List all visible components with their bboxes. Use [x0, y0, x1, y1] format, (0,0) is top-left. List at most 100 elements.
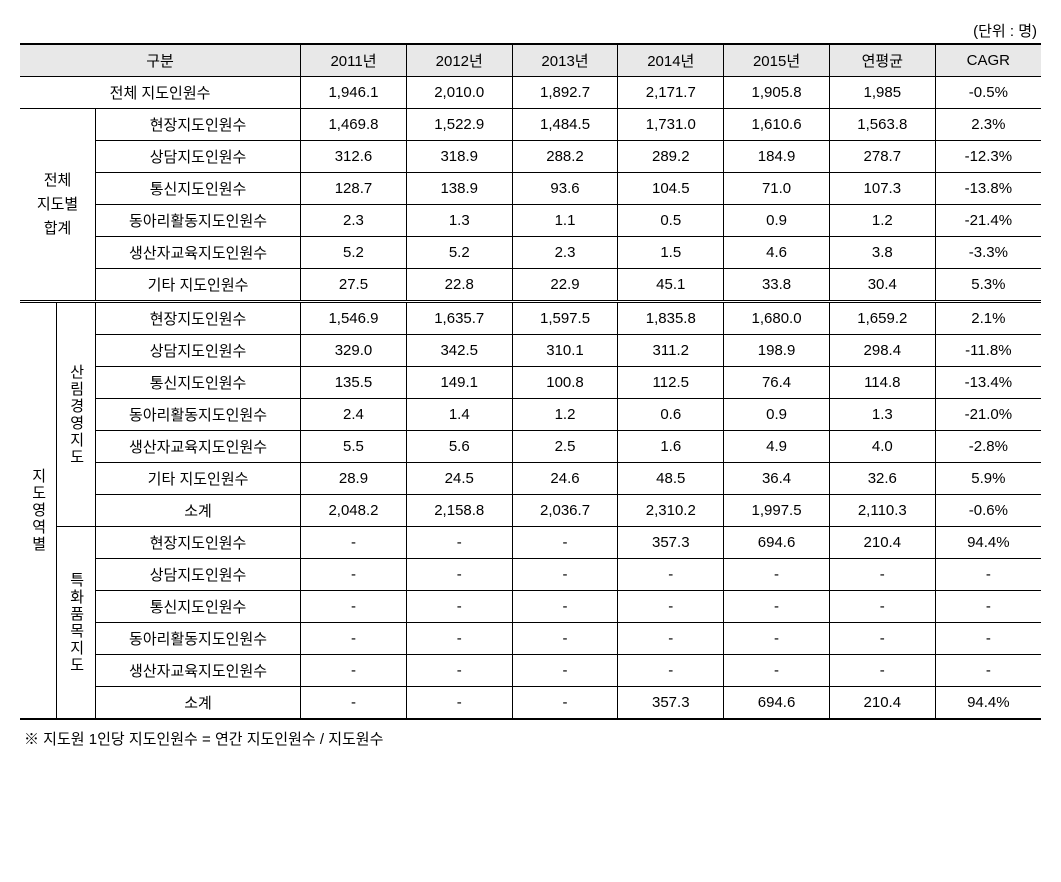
- table-cell: 310.1: [512, 335, 618, 367]
- table-row: 생산자교육지도인원수-------: [20, 655, 1041, 687]
- table-cell: 210.4: [829, 687, 935, 720]
- group-a-label: 전체지도별합계: [20, 109, 96, 302]
- table-cell: 2,010.0: [406, 77, 512, 109]
- table-cell: -: [829, 591, 935, 623]
- table-cell: 2.5: [512, 431, 618, 463]
- row-label: 기타 지도인원수: [96, 463, 301, 495]
- table-cell: -: [512, 687, 618, 720]
- table-cell: 1.5: [618, 237, 724, 269]
- table-row: 특화품목지도 현장지도인원수 ---357.3694.6210.494.4%: [20, 527, 1041, 559]
- table-cell: 1,597.5: [512, 302, 618, 335]
- table-cell: 138.9: [406, 173, 512, 205]
- table-cell: -: [512, 591, 618, 623]
- row-label: 소계: [96, 687, 301, 720]
- header-2011: 2011년: [301, 44, 407, 77]
- table-cell: 329.0: [301, 335, 407, 367]
- table-cell: 93.6: [512, 173, 618, 205]
- table-cell: -21.4%: [935, 205, 1041, 237]
- table-cell: 1,484.5: [512, 109, 618, 141]
- table-cell: -: [935, 559, 1041, 591]
- table-cell: -: [618, 559, 724, 591]
- table-cell: 2,310.2: [618, 495, 724, 527]
- table-cell: -: [301, 687, 407, 720]
- table-cell: 149.1: [406, 367, 512, 399]
- table-cell: 5.9%: [935, 463, 1041, 495]
- table-cell: 45.1: [618, 269, 724, 302]
- table-cell: -: [724, 623, 830, 655]
- table-cell: 2,158.8: [406, 495, 512, 527]
- total-label: 전체 지도인원수: [20, 77, 301, 109]
- data-table: 구분 2011년 2012년 2013년 2014년 2015년 연평균 CAG…: [20, 43, 1041, 720]
- table-cell: 0.6: [618, 399, 724, 431]
- table-cell: 135.5: [301, 367, 407, 399]
- total-row: 전체 지도인원수 1,946.1 2,010.0 1,892.7 2,171.7…: [20, 77, 1041, 109]
- row-label: 동아리활동지도인원수: [96, 399, 301, 431]
- table-cell: 107.3: [829, 173, 935, 205]
- table-row: 생산자교육지도인원수5.25.22.31.54.63.8-3.3%: [20, 237, 1041, 269]
- table-cell: 32.6: [829, 463, 935, 495]
- row-label: 통신지도인원수: [96, 173, 301, 205]
- group-b-sub1-label: 산림경영지도: [57, 302, 96, 527]
- table-cell: 1,563.8: [829, 109, 935, 141]
- table-cell: 1.2: [829, 205, 935, 237]
- table-row: 통신지도인원수-------: [20, 591, 1041, 623]
- header-category: 구분: [20, 44, 301, 77]
- table-cell: 1.3: [829, 399, 935, 431]
- table-cell: 36.4: [724, 463, 830, 495]
- table-row: 상담지도인원수-------: [20, 559, 1041, 591]
- table-cell: -: [829, 559, 935, 591]
- row-label: 동아리활동지도인원수: [96, 623, 301, 655]
- table-cell: -3.3%: [935, 237, 1041, 269]
- table-cell: 1,905.8: [724, 77, 830, 109]
- table-cell: -0.5%: [935, 77, 1041, 109]
- table-cell: 694.6: [724, 687, 830, 720]
- table-cell: 1,997.5: [724, 495, 830, 527]
- table-cell: 0.9: [724, 399, 830, 431]
- table-cell: 2,110.3: [829, 495, 935, 527]
- header-2015: 2015년: [724, 44, 830, 77]
- header-2014: 2014년: [618, 44, 724, 77]
- table-cell: 104.5: [618, 173, 724, 205]
- table-cell: -: [724, 559, 830, 591]
- table-cell: -: [406, 655, 512, 687]
- table-cell: -11.8%: [935, 335, 1041, 367]
- table-row: 기타 지도인원수27.522.822.945.133.830.45.3%: [20, 269, 1041, 302]
- table-cell: 1.2: [512, 399, 618, 431]
- header-2012: 2012년: [406, 44, 512, 77]
- table-cell: -: [406, 687, 512, 720]
- table-cell: -: [406, 559, 512, 591]
- table-cell: 4.6: [724, 237, 830, 269]
- table-cell: 2.4: [301, 399, 407, 431]
- table-cell: 357.3: [618, 527, 724, 559]
- table-cell: -: [512, 655, 618, 687]
- table-cell: 278.7: [829, 141, 935, 173]
- table-cell: 24.6: [512, 463, 618, 495]
- table-cell: 1.1: [512, 205, 618, 237]
- table-cell: 0.5: [618, 205, 724, 237]
- table-cell: 0.9: [724, 205, 830, 237]
- table-cell: -: [406, 623, 512, 655]
- table-cell: 312.6: [301, 141, 407, 173]
- table-cell: -21.0%: [935, 399, 1041, 431]
- table-cell: -: [618, 591, 724, 623]
- table-cell: 5.2: [301, 237, 407, 269]
- table-cell: 30.4: [829, 269, 935, 302]
- table-cell: 94.4%: [935, 527, 1041, 559]
- table-cell: -: [301, 655, 407, 687]
- table-cell: 311.2: [618, 335, 724, 367]
- table-cell: 288.2: [512, 141, 618, 173]
- table-cell: 1,469.8: [301, 109, 407, 141]
- table-row: 동아리활동지도인원수2.41.41.20.60.91.3-21.0%: [20, 399, 1041, 431]
- row-label: 상담지도인원수: [96, 335, 301, 367]
- table-cell: 5.5: [301, 431, 407, 463]
- table-cell: -: [512, 527, 618, 559]
- table-cell: -13.4%: [935, 367, 1041, 399]
- table-cell: -: [406, 591, 512, 623]
- row-label: 생산자교육지도인원수: [96, 655, 301, 687]
- table-row: 소계2,048.22,158.82,036.72,310.21,997.52,1…: [20, 495, 1041, 527]
- row-label: 생산자교육지도인원수: [96, 431, 301, 463]
- row-label: 현장지도인원수: [96, 302, 301, 335]
- table-cell: -2.8%: [935, 431, 1041, 463]
- table-cell: 1,835.8: [618, 302, 724, 335]
- table-row: 동아리활동지도인원수2.31.31.10.50.91.2-21.4%: [20, 205, 1041, 237]
